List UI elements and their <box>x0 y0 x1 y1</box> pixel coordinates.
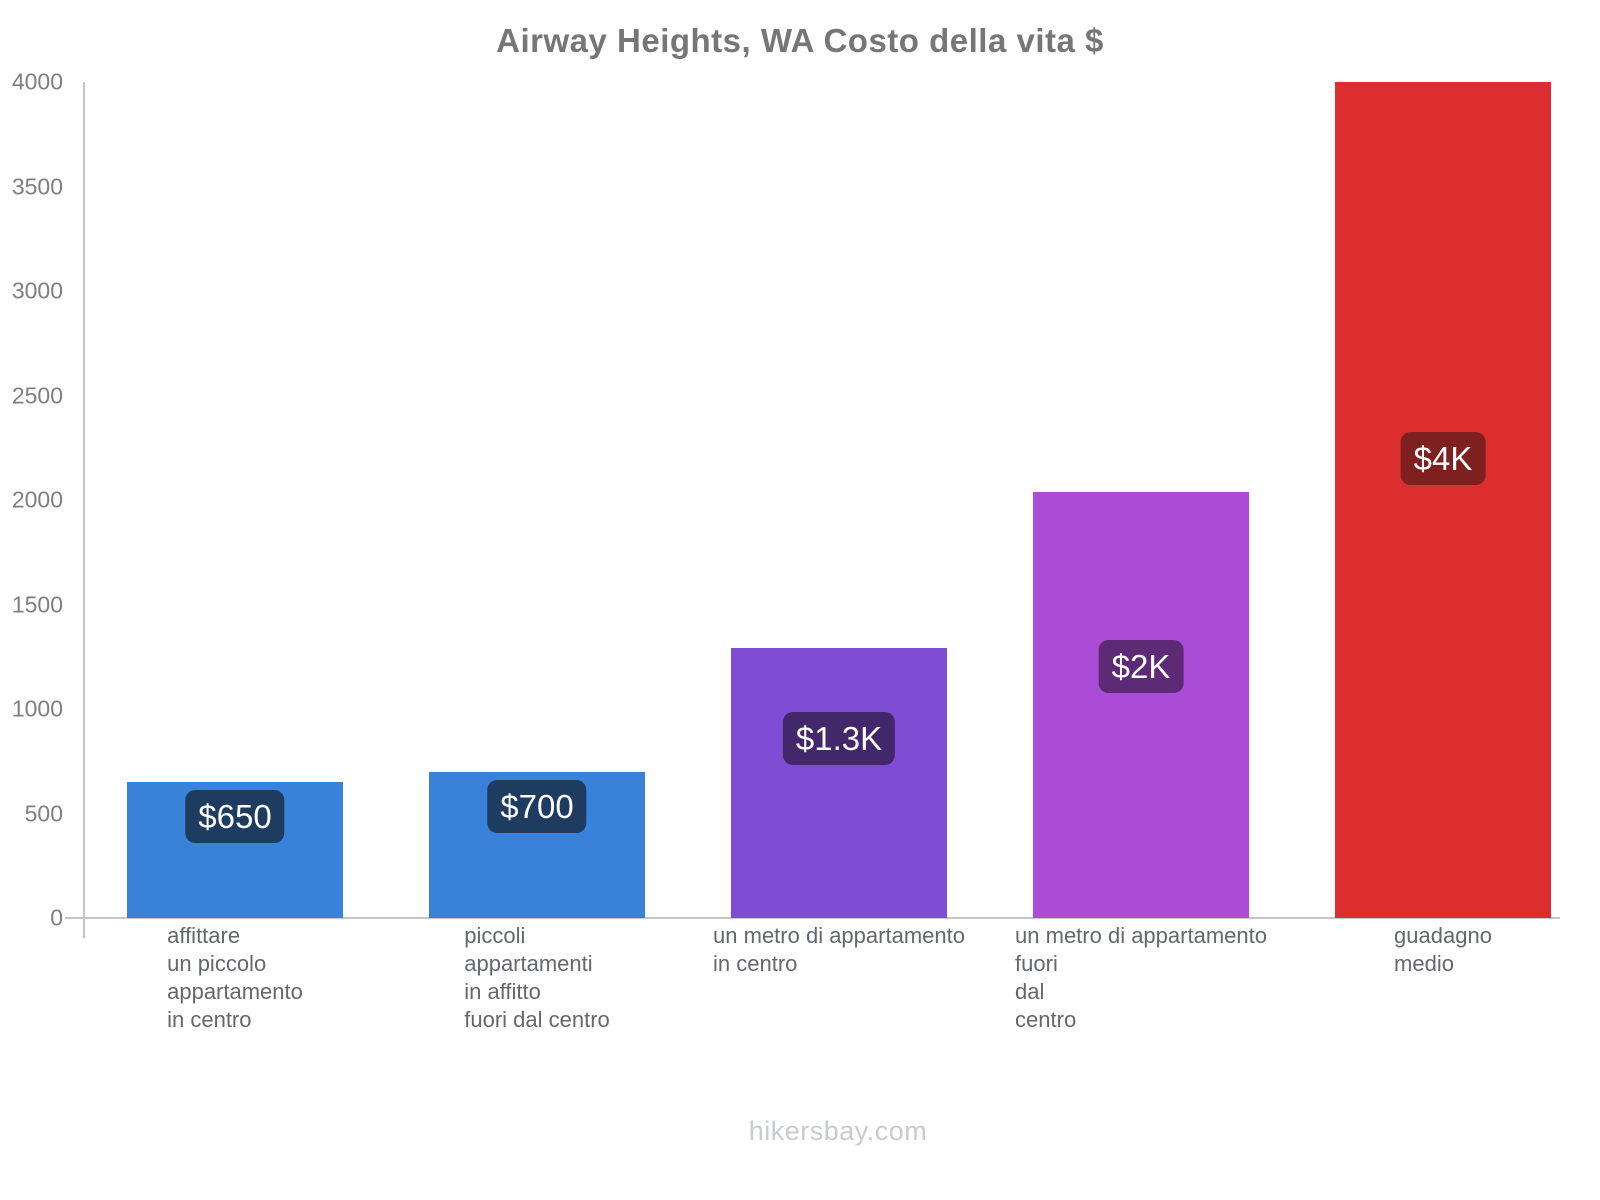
y-axis-tick-label: 3500 <box>11 173 63 199</box>
y-axis-tick-label: 4000 <box>11 68 63 95</box>
category-label: affittare un piccolo appartamento in cen… <box>167 923 303 1032</box>
bar <box>731 648 947 918</box>
bar-value-chip: $1.3K <box>782 712 896 765</box>
y-axis-tick-label: 1000 <box>11 695 63 722</box>
x-axis-line <box>65 917 1560 919</box>
bar-value-chip: $700 <box>487 780 587 833</box>
chart-title: Airway Heights, WA Costo della vita $ <box>496 22 1104 59</box>
y-axis-zero-tick <box>65 917 83 919</box>
y-axis-tick-label: 2500 <box>11 382 63 408</box>
y-axis-tick-label: 500 <box>24 800 63 826</box>
bar-value-chip: $650 <box>185 790 285 843</box>
bar-value-chip: $4K <box>1400 432 1486 485</box>
footer-watermark: hikersbay.com <box>748 1116 928 1146</box>
category-label: piccoli appartamenti in affitto fuori da… <box>464 923 610 1032</box>
y-axis-tick-label: 1500 <box>11 591 63 617</box>
y-axis-tick-label: 0 <box>50 904 63 931</box>
y-axis-tick-label: 2000 <box>11 486 63 513</box>
category-label: guadagno medio <box>1394 923 1492 976</box>
category-label: un metro di appartamento fuori dal centr… <box>1015 923 1267 1032</box>
bar-value-chip: $2K <box>1098 640 1184 693</box>
bar <box>1033 492 1249 918</box>
y-axis-line <box>83 82 85 938</box>
category-label: un metro di appartamento in centro <box>713 923 965 976</box>
y-axis-tick-label: 3000 <box>11 277 63 304</box>
bar <box>1335 82 1551 918</box>
